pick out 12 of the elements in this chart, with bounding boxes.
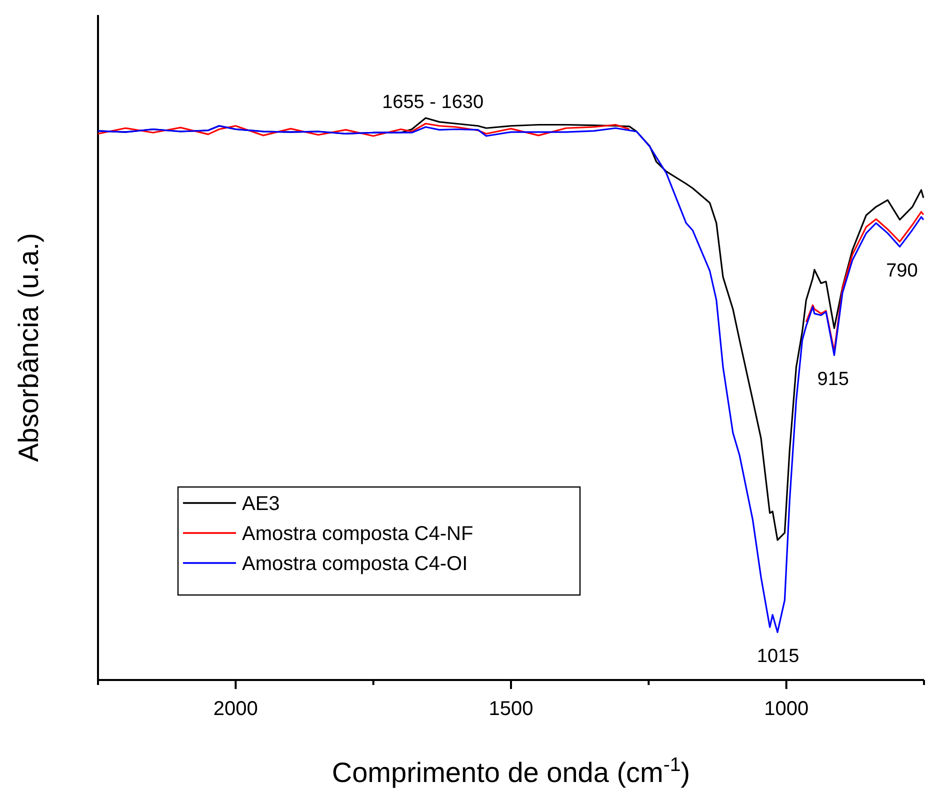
annotation: 1655 - 1630 bbox=[382, 92, 484, 114]
annotation: 915 bbox=[817, 369, 849, 390]
x-tick-label: 1500 bbox=[488, 698, 534, 720]
legend-label: AE3 bbox=[242, 493, 280, 515]
x-tick-label: 2000 bbox=[213, 698, 258, 720]
legend-label: Amostra composta C4-NF bbox=[242, 523, 474, 545]
annotation: 1015 bbox=[756, 646, 800, 668]
annotation: 790 bbox=[886, 260, 918, 282]
y-axis-title: Absorbância (u.a.) bbox=[13, 233, 44, 462]
x-axis-title: Comprimento de onda (cm$^{-1}$) bbox=[332, 754, 690, 788]
x-tick-label: 1000 bbox=[764, 698, 809, 720]
legend-label: Amostra composta C4-OI bbox=[242, 553, 468, 575]
